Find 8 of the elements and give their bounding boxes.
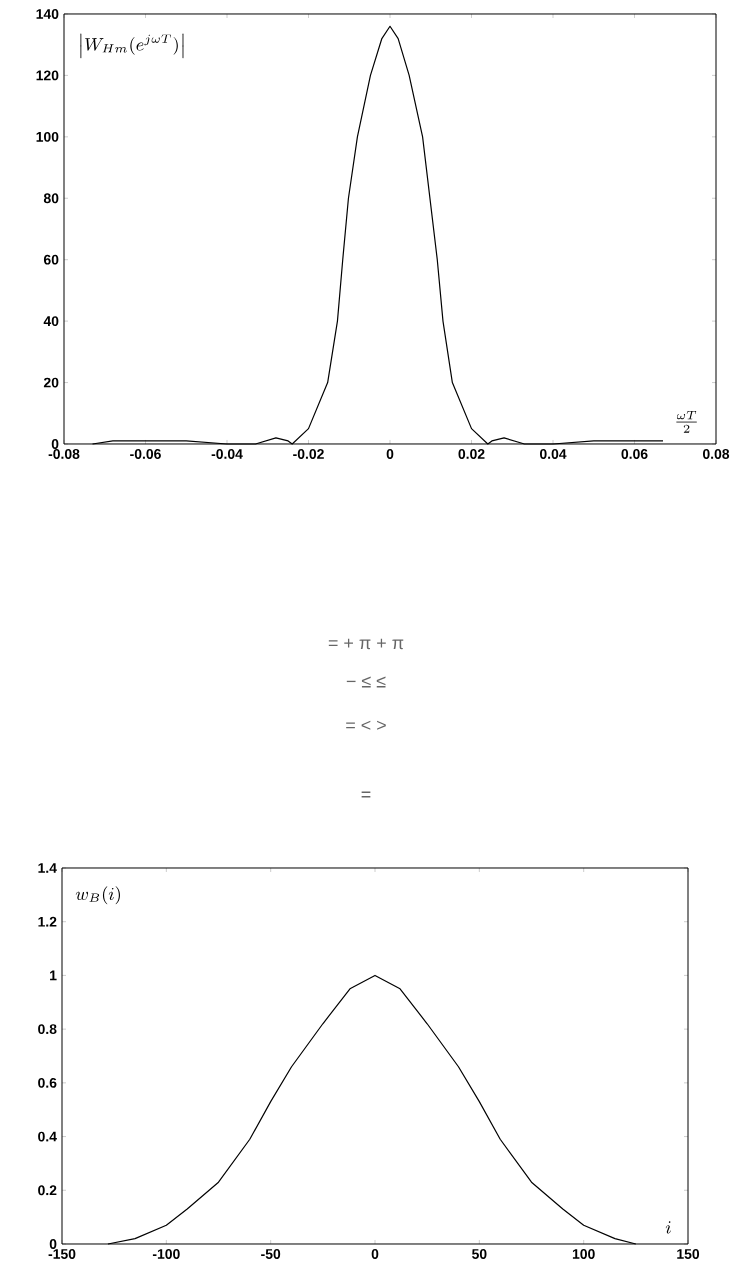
text: − ≤ ≤ — [346, 676, 386, 688]
y-axis-title: $\left|W_{Hm}(e^{j\omega T})\right|$ — [80, 33, 184, 59]
y-axis-title: $w_B(i)$ — [75, 886, 120, 905]
x-axis-title: $i$ — [665, 1221, 671, 1234]
text: = < > — [346, 720, 386, 730]
text: = — [361, 791, 371, 798]
x-axis-title: $\frac{\omega T}{2}$ — [676, 411, 697, 433]
text: = + π + π — [328, 638, 404, 650]
